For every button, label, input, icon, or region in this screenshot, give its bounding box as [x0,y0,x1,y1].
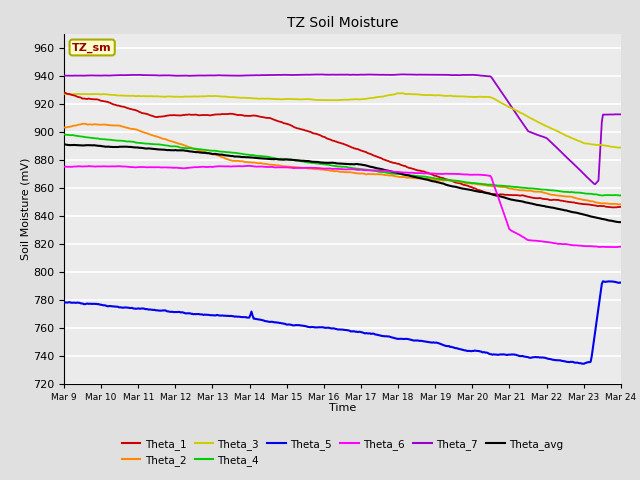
X-axis label: Time: Time [329,403,356,413]
Y-axis label: Soil Moisture (mV): Soil Moisture (mV) [20,157,30,260]
Title: TZ Soil Moisture: TZ Soil Moisture [287,16,398,30]
Legend: Theta_1, Theta_2, Theta_3, Theta_4, Theta_5, Theta_6, Theta_7, Theta_avg: Theta_1, Theta_2, Theta_3, Theta_4, Thet… [118,435,567,470]
Text: TZ_sm: TZ_sm [72,42,112,53]
